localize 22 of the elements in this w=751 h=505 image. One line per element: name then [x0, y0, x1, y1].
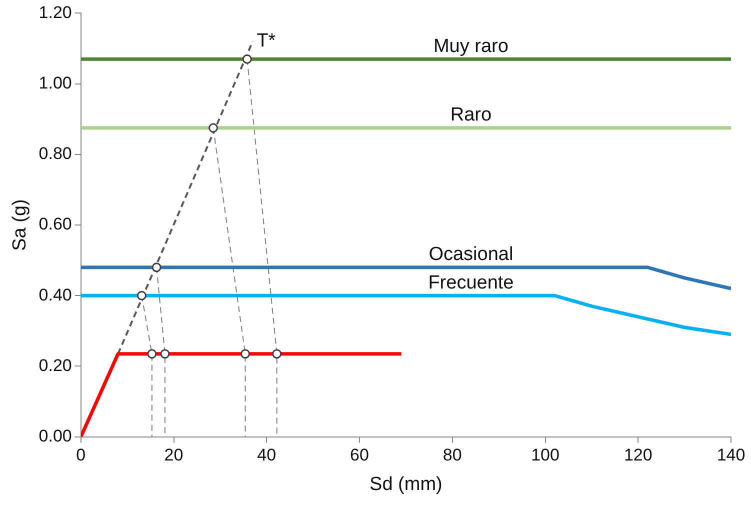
y-tick-label: 0.80 — [38, 144, 72, 164]
x-tick-label: 140 — [716, 446, 746, 465]
series-label: Raro — [450, 104, 492, 126]
y-axis-title: Sa (g) — [10, 199, 31, 251]
x-tick-label: 20 — [164, 446, 184, 465]
x-tick-label: 80 — [442, 446, 462, 465]
y-tick-label: 1.20 — [38, 2, 72, 22]
x-axis-title: Sd (mm) — [370, 474, 442, 495]
y-tick-label: 0.60 — [38, 214, 72, 234]
x-tick-label: 0 — [76, 446, 86, 465]
y-tick-label: 0.20 — [38, 356, 72, 375]
x-tick-label: 120 — [624, 446, 652, 465]
y-tick-label: 0.40 — [38, 285, 72, 304]
x-tick-label: 40 — [257, 446, 276, 465]
y-tick-label: 1.00 — [38, 73, 72, 92]
x-tick-label: 60 — [350, 446, 369, 465]
series-label: Ocasional — [428, 244, 514, 266]
series-label: T* — [256, 30, 276, 52]
y-tick-label: 0.00 — [38, 426, 72, 446]
series-label: Frecuente — [428, 272, 514, 294]
series-label: Muy raro — [433, 36, 508, 57]
x-tick-label: 100 — [531, 446, 560, 465]
